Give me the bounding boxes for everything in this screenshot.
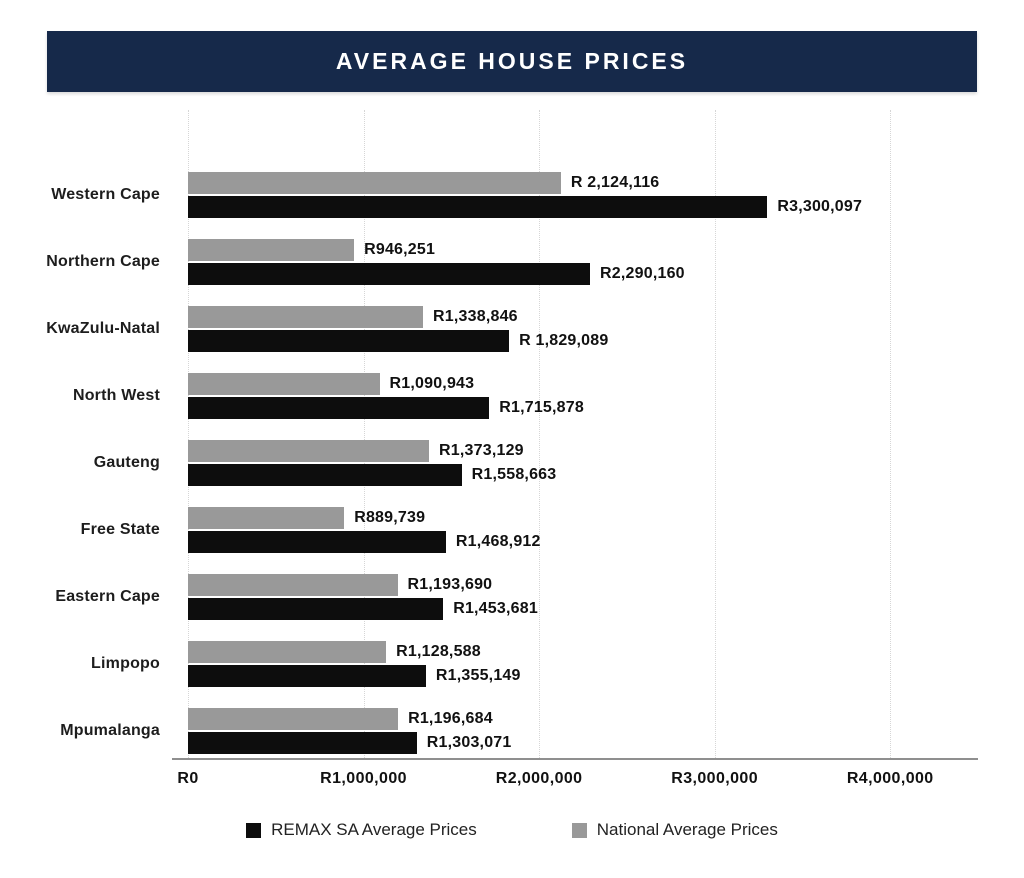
gridline xyxy=(188,110,189,758)
bar-remax: R1,715,878 xyxy=(188,397,584,419)
bar-value-label: R889,739 xyxy=(354,509,426,526)
bar-remax: R2,290,160 xyxy=(188,263,685,285)
bar-national: R 2,124,116 xyxy=(188,172,659,194)
bar-national: R1,373,129 xyxy=(188,440,524,462)
legend: REMAX SA Average Prices National Average … xyxy=(0,820,1024,840)
gridline xyxy=(539,110,541,758)
legend-swatch-remax xyxy=(246,822,262,838)
gridline xyxy=(363,110,365,758)
category-label: KwaZulu-Natal xyxy=(46,320,160,337)
bar-value-label: R1,355,149 xyxy=(435,667,521,684)
chart-title-bar: AVERAGE HOUSE PRICES xyxy=(47,31,977,92)
category-label: Limpopo xyxy=(91,655,160,672)
bar-value-label: R1,303,071 xyxy=(426,734,512,751)
bar-remax: R3,300,097 xyxy=(188,196,862,218)
x-tick-label: R2,000,000 xyxy=(495,770,583,787)
bar-value-label: R1,193,690 xyxy=(407,576,493,593)
bar-value-label: R1,558,663 xyxy=(471,466,557,483)
category-label: Northern Cape xyxy=(46,253,160,270)
bar-value-label: R1,338,846 xyxy=(433,308,518,325)
bar-value-label: R1,468,912 xyxy=(455,533,541,550)
bar-value-label: R1,128,588 xyxy=(396,643,481,660)
bar-remax: R1,355,149 xyxy=(188,665,520,687)
bar-value-label: R 2,124,116 xyxy=(570,174,660,191)
legend-item: National Average Prices xyxy=(571,820,778,840)
bar-national: R946,251 xyxy=(188,239,435,261)
x-axis-line xyxy=(172,758,978,760)
bar-national: R889,739 xyxy=(188,507,425,529)
x-tick-label: R3,000,000 xyxy=(671,770,759,787)
category-label: Gauteng xyxy=(93,454,160,471)
bar-value-label: R 1,829,089 xyxy=(519,332,609,349)
bar-remax: R 1,829,089 xyxy=(188,330,608,352)
bar-value-label: R946,251 xyxy=(364,241,436,258)
gridline xyxy=(714,110,716,758)
bar-national: R1,196,684 xyxy=(188,708,493,730)
category-label: North West xyxy=(72,387,160,404)
category-label: Mpumalanga xyxy=(60,722,160,739)
legend-swatch-national xyxy=(571,822,587,838)
bar-remax: R1,303,071 xyxy=(188,732,511,754)
bar-remax: R1,558,663 xyxy=(188,464,556,486)
x-tick-label: R4,000,000 xyxy=(846,770,934,787)
category-label: Eastern Cape xyxy=(55,588,160,605)
bar-value-label: R1,373,129 xyxy=(439,442,524,459)
legend-item: REMAX SA Average Prices xyxy=(246,820,477,840)
bar-value-label: R1,715,878 xyxy=(499,399,584,416)
x-tick-label: R0 xyxy=(177,770,199,787)
bar-remax: R1,453,681 xyxy=(188,598,538,620)
bar-value-label: R2,290,160 xyxy=(600,265,685,282)
bar-national: R1,128,588 xyxy=(188,641,481,663)
plot-area: Western Cape R 2,124,116 R3,300,097 Norther… xyxy=(46,110,978,787)
bar-value-label: R1,196,684 xyxy=(408,710,493,727)
bar-national: R1,338,846 xyxy=(188,306,518,328)
bar-value-label: R1,090,943 xyxy=(389,375,475,392)
bar-value-label: R1,453,681 xyxy=(453,600,538,617)
bar-remax: R1,468,912 xyxy=(188,531,540,553)
chart-title: AVERAGE HOUSE PRICES xyxy=(335,48,689,74)
x-tick-label: R1,000,000 xyxy=(320,770,407,787)
category-label: Free State xyxy=(80,521,160,538)
bar-national: R1,193,690 xyxy=(188,574,492,596)
bar-national: R1,090,943 xyxy=(188,373,474,395)
legend-label: REMAX SA Average Prices xyxy=(271,820,477,839)
gridline xyxy=(890,110,892,758)
bar-value-label: R3,300,097 xyxy=(777,198,863,215)
category-label: Western Cape xyxy=(51,186,160,203)
legend-label: National Average Prices xyxy=(596,820,778,839)
